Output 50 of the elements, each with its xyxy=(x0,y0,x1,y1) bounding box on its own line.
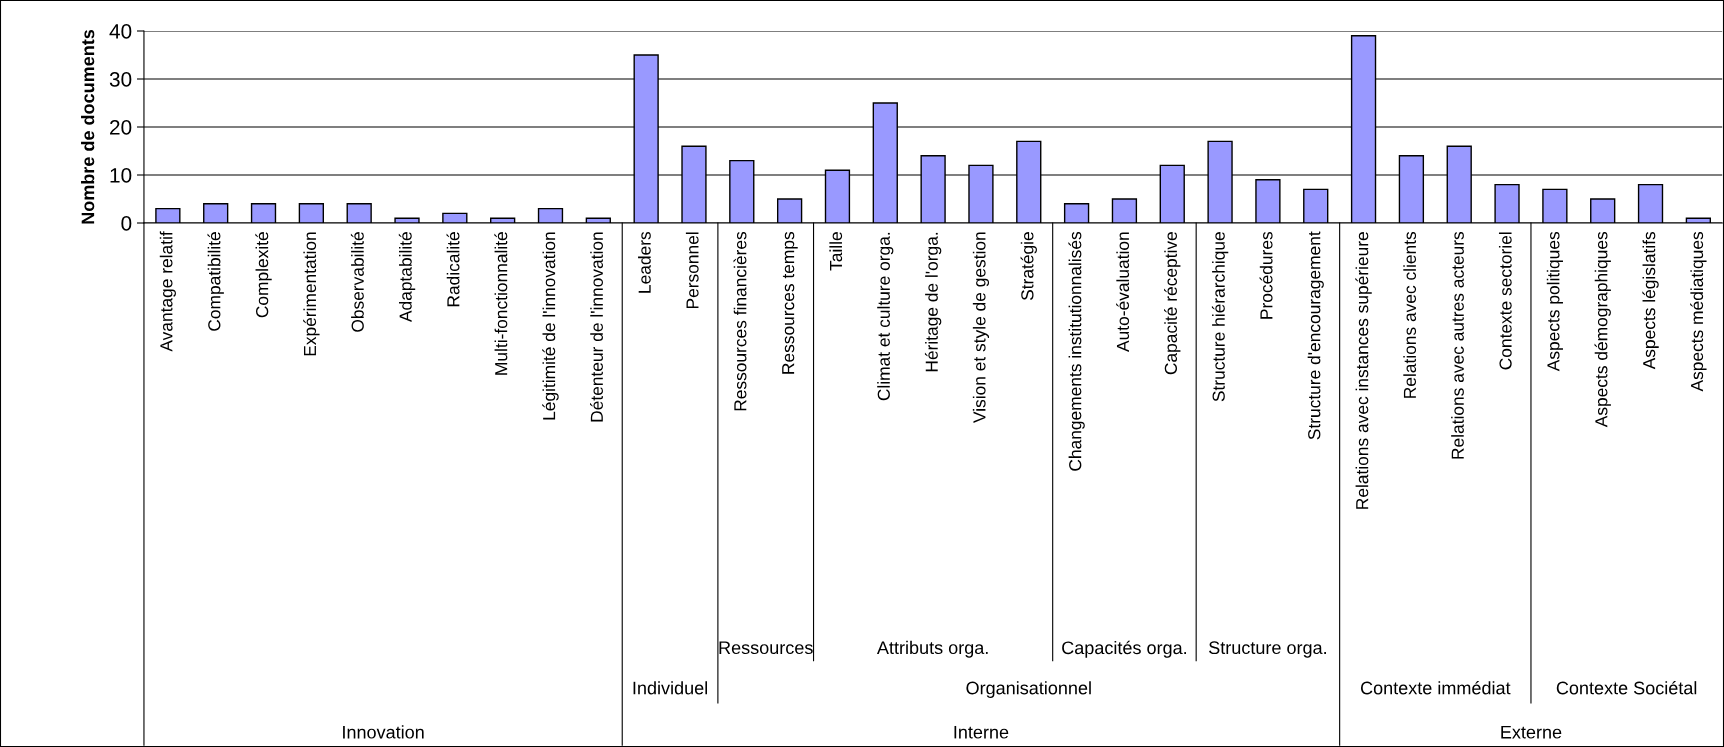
text: Ressources xyxy=(719,641,813,655)
text: Structure orga. xyxy=(1209,641,1326,658)
y-tick-label: 0 xyxy=(121,216,132,231)
text: Externe xyxy=(1501,725,1562,739)
y-tick-label: 40 xyxy=(109,24,132,39)
x-tick-label: Structure d'encouragement xyxy=(1307,231,1324,440)
x-tick-label: Leaders xyxy=(638,231,651,293)
x-tick-label: Radicalité xyxy=(446,232,460,307)
x-tick-label: Aspects législatifs xyxy=(1642,231,1659,370)
x-tick-label: Aspects politiques xyxy=(1546,231,1563,372)
x-tick-label: Observabilité xyxy=(350,232,364,332)
x-tick-label: Aspects démographiques xyxy=(1594,231,1611,428)
x-tick-label: Compatibilité xyxy=(207,232,224,331)
x-tick-label: Procédures xyxy=(1259,231,1273,319)
x-tick-label: Complexité xyxy=(255,232,272,318)
text: Contexte Sociétal xyxy=(1556,680,1697,695)
x-tick-label: Adaptabilité xyxy=(398,232,416,323)
text: Interne xyxy=(954,725,1009,739)
x-tick-label: Relations avec clients xyxy=(1403,231,1417,398)
text: Organisationnel xyxy=(966,681,1091,698)
x-tick-label: Légitimité de l'innovation xyxy=(542,232,559,420)
x-tick-label: Climat et culture orga. xyxy=(877,232,894,401)
text: Attributs orga. xyxy=(876,640,988,658)
x-tick-label: Héritage de l'orga. xyxy=(924,232,942,372)
x-tick-label: Taille xyxy=(829,232,843,271)
x-tick-label: Stratégie xyxy=(1020,232,1037,301)
x-tick-label: Relations avec instances supérieure xyxy=(1355,232,1372,509)
x-tick-label: Capacité réceptive xyxy=(1164,232,1181,375)
text: Individuel xyxy=(633,681,707,695)
x-tick-label: Relations avec autres acteurs xyxy=(1451,231,1464,459)
x-tick-label: Ressources temps xyxy=(782,231,798,374)
x-tick-label: Vision et style de gestion xyxy=(972,232,990,423)
y-tick-label: 30 xyxy=(109,72,132,87)
x-tick-label: Ressources financières xyxy=(733,231,747,411)
y-tick-label: 20 xyxy=(110,120,132,135)
x-tick-label: Expérimentation xyxy=(303,232,320,356)
x-tick-label: Auto-évaluation xyxy=(1116,232,1130,352)
x-tick-label: Personnel xyxy=(685,232,699,309)
text: Capacités orga. xyxy=(1062,640,1187,658)
text: Contexte immédiat xyxy=(1360,680,1511,695)
x-tick-label: Détenteur de l'innovation xyxy=(590,232,603,422)
x-tick-label: Aspects médiatiques xyxy=(1690,231,1707,392)
x-tick-label: Multi-fonctionnalité xyxy=(494,232,508,375)
x-tick-label: Contexte sectoriel xyxy=(1498,232,1512,370)
text: Innovation xyxy=(343,725,424,739)
x-tick-label: Changements institutionnalisés xyxy=(1068,231,1085,471)
x-tick-label: Structure hiérarchique xyxy=(1211,232,1229,402)
y-tick-label: 10 xyxy=(110,168,132,183)
x-tick-label: Avantage relatif xyxy=(159,231,176,352)
y-axis-title: Nombre de documents xyxy=(81,29,95,224)
